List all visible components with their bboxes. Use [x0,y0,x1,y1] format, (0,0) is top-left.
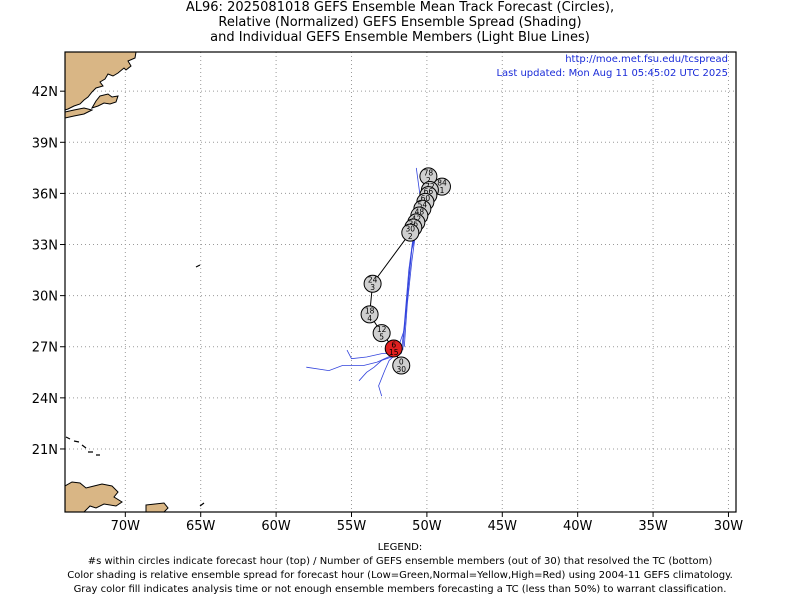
ensemble-member-line [306,354,393,372]
lat-tick-label: 36N [32,187,58,202]
forecast-circle-hour-78: 782 [419,167,438,186]
legend-line-3: Gray color fill indicates analysis time … [73,584,727,595]
forecast-hour-label: 36 [409,219,419,228]
land-long-island [65,107,94,119]
land-masses [65,52,205,512]
map-background [65,52,736,512]
forecast-hour-label: 0 [399,357,404,366]
lon-tick-label: 70W [111,519,141,534]
forecast-hour-label: 78 [424,168,434,177]
land-north-america [65,52,137,111]
lat-lon-grid [65,52,736,512]
member-count-label: 4 [367,314,372,323]
member-count-label: 15 [389,348,399,357]
lat-tick-label: 27N [32,341,58,356]
member-count-label: 2 [426,176,431,185]
lon-tick-label: 55W [337,519,367,534]
forecast-circles: 7828417226626025424824223623022431841256… [360,167,451,375]
forecast-hour-label: 60 [421,194,431,203]
member-count-label: 30 [396,365,406,374]
land-puerto-rico [145,502,169,512]
land-cape-cod [90,93,119,109]
lon-tick-label: 40W [563,519,593,534]
lat-tick-label: 42N [32,85,58,100]
lat-tick-label: 21N [32,443,58,458]
forecast-hour-label: 48 [415,208,425,217]
land-hispaniola [65,481,123,512]
title-line-3: and Individual GEFS Ensemble Members (Li… [210,30,590,45]
lon-tick-label: 50W [412,519,442,534]
legend-line-1: #s within circles indicate forecast hour… [87,556,713,567]
title-line-2: Relative (Normalized) GEFS Ensemble Spre… [218,15,582,30]
lat-tick-label: 30N [32,290,58,305]
lon-tick-label: 35W [638,519,668,534]
title-line-1: AL96: 2025081018 GEFS Ensemble Mean Trac… [185,0,615,15]
lat-tick-label: 33N [32,239,58,254]
forecast-circle-hour-0: 030 [392,356,411,375]
forecast-hour-label: 12 [377,325,387,334]
land-small-islands [65,264,205,507]
legend-line-2: Color shading is relative ensemble sprea… [67,570,733,581]
forecast-circle [363,274,382,293]
forecast-circle-hour-24: 243 [363,274,382,293]
member-count-label: 3 [370,283,375,292]
lon-tick-label: 30W [714,519,744,534]
forecast-hour-label: 6 [391,340,396,349]
ensemble-member-line [378,353,397,397]
forecast-circle [360,305,379,324]
axis-ticks: 70W 65W 60W 55W 50W 45W 40W 35W 30W 21N 24N 27N 30N 3… [32,85,744,534]
source-url-link[interactable]: http://moe.met.fsu.edu/tcspread [565,54,728,65]
forecast-hour-label: 30 [406,225,416,234]
forecast-hour-label: 18 [365,306,375,315]
lat-tick-label: 24N [32,392,58,407]
forecast-circle-hour-12: 125 [372,324,391,343]
forecast-hour-label: 66 [424,187,434,196]
member-count-label: 1 [440,186,445,195]
forecast-circle-hour-6: 615 [384,339,403,358]
forecast-circle [392,356,411,375]
lon-tick-label: 65W [186,519,216,534]
ensemble-member-line [400,235,414,354]
forecast-circle [372,324,391,343]
forecast-circle [384,339,403,358]
forecast-circle-hour-30: 302 [401,223,420,242]
lon-tick-label: 60W [261,519,291,534]
lat-tick-label: 39N [32,136,58,151]
map-frame [64,51,737,513]
forecast-circle-hour-18: 184 [360,305,379,324]
member-count-label: 5 [379,333,384,342]
forecast-hour-label: 24 [368,276,378,285]
lon-tick-label: 45W [488,519,518,534]
legend-heading: LEGEND: [377,542,423,553]
ensemble-member-line [358,354,397,382]
forecast-hour-label: 84 [437,179,447,188]
forecast-hour-label: 54 [418,201,428,210]
last-updated-text: Last updated: Mon Aug 11 05:45:02 UTC 20… [496,68,728,79]
member-count-label: 2 [408,232,413,241]
forecast-hour-label: 42 [412,214,422,223]
forecast-circle [401,223,420,242]
